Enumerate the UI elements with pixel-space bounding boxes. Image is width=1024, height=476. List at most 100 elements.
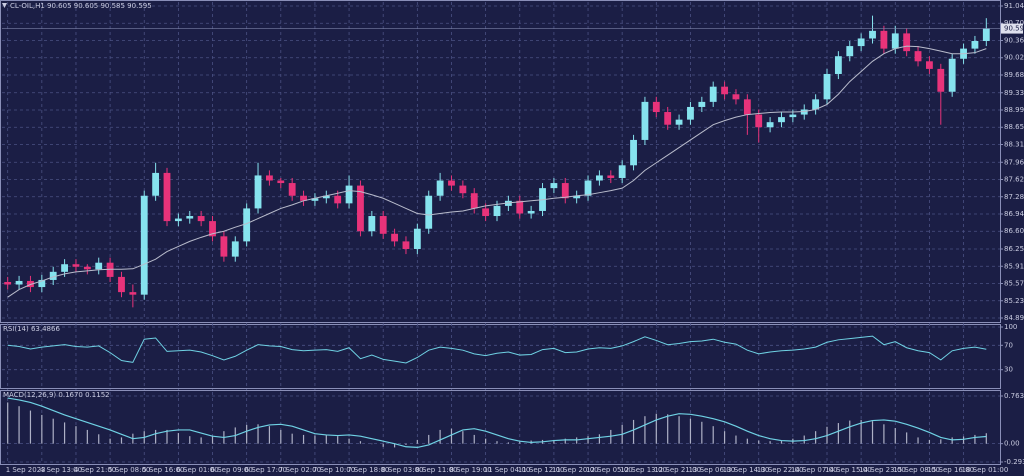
x-tick-label: 12 Sep 13:00 bbox=[620, 466, 667, 474]
x-tick-label: 15 Sep 16:00 bbox=[927, 466, 974, 474]
candle-body bbox=[186, 216, 194, 219]
y-tick-label: 87.280 bbox=[1004, 193, 1024, 201]
x-tick-label: 14 Sep 07:00 bbox=[791, 466, 838, 474]
y-tick-label: -0.2937 bbox=[1004, 458, 1024, 466]
candle-body bbox=[220, 236, 228, 257]
x-tick-label: 6 Sep 09:00 bbox=[211, 466, 253, 474]
candle-body bbox=[846, 46, 854, 57]
macd-bar bbox=[371, 443, 373, 445]
macd-bar bbox=[41, 414, 43, 444]
macd-bar bbox=[405, 443, 407, 445]
candle-body bbox=[334, 195, 342, 204]
candle-body bbox=[174, 218, 182, 222]
macd-bar bbox=[75, 426, 77, 444]
title-marker bbox=[2, 3, 7, 8]
x-tick-label: 7 Sep 18:00 bbox=[347, 466, 389, 474]
x-tick-label: 1 Sep 2023 bbox=[6, 466, 46, 474]
candle-body bbox=[857, 38, 865, 47]
candle-body bbox=[937, 68, 945, 92]
y-tick-label: 85.910 bbox=[1004, 262, 1024, 270]
candle-body bbox=[675, 119, 683, 125]
candle-body bbox=[379, 216, 387, 234]
y-tick-label: 85.570 bbox=[1004, 280, 1024, 288]
candle-body bbox=[448, 180, 455, 186]
x-tick-label: 7 Sep 10:00 bbox=[313, 466, 355, 474]
macd-bar bbox=[302, 434, 305, 444]
candle-body bbox=[880, 30, 888, 49]
macd-bar bbox=[837, 423, 839, 444]
candle-body bbox=[755, 114, 763, 128]
candle-body bbox=[95, 262, 103, 270]
candle-body bbox=[459, 185, 467, 194]
macd-bar bbox=[632, 419, 635, 444]
candle-body bbox=[357, 185, 364, 232]
macd-bar bbox=[519, 441, 521, 444]
candle-body bbox=[231, 241, 239, 257]
last-price-box bbox=[1001, 23, 1023, 34]
macd-bar bbox=[52, 418, 54, 444]
macd-bar bbox=[450, 428, 453, 444]
y-tick-label: 84.890 bbox=[1004, 314, 1024, 322]
macd-bar bbox=[689, 418, 692, 444]
macd-bar bbox=[780, 440, 783, 444]
macd-bar bbox=[416, 439, 418, 444]
y-tick-label: 88.650 bbox=[1004, 123, 1024, 131]
macd-bar bbox=[314, 435, 316, 444]
candle-body bbox=[470, 193, 478, 209]
macd-bar bbox=[155, 429, 157, 444]
macd-bar bbox=[746, 438, 748, 444]
price-frame bbox=[0, 0, 1001, 323]
candle-body bbox=[823, 73, 831, 100]
candle-body bbox=[402, 241, 410, 250]
macd-bar bbox=[268, 426, 271, 444]
last-price-label: 90.595 bbox=[1004, 25, 1024, 33]
macd-bar bbox=[246, 424, 248, 444]
macd-bar bbox=[166, 429, 168, 444]
y-tick-label: 87.620 bbox=[1004, 176, 1024, 184]
macd-frame bbox=[0, 390, 1001, 465]
macd-bar bbox=[655, 413, 657, 444]
macd-bar bbox=[962, 436, 965, 444]
macd-bar bbox=[439, 429, 441, 444]
y-tick-label: 87.960 bbox=[1004, 158, 1024, 166]
x-tick-label: 8 Sep 19:00 bbox=[449, 466, 491, 474]
panel-title: MACD(12,26,9) 0.1670 0.1152 bbox=[3, 391, 110, 399]
candle-body bbox=[891, 33, 899, 49]
macd-bar bbox=[359, 441, 362, 444]
macd-bar bbox=[940, 439, 942, 444]
y-tick-label: 89.680 bbox=[1004, 71, 1024, 79]
macd-bar bbox=[189, 436, 191, 444]
candle-body bbox=[504, 200, 512, 206]
x-tick-label: 12 Sep 05:00 bbox=[586, 466, 633, 474]
x-tick-label: 11 Sep 20:00 bbox=[552, 466, 599, 474]
candle-body bbox=[527, 210, 535, 214]
x-tick-label: 14 Sep 15:00 bbox=[825, 466, 872, 474]
x-tick-label: 13 Sep 06:00 bbox=[688, 466, 735, 474]
y-tick-label: 89.330 bbox=[1004, 89, 1024, 97]
x-tick-label: 5 Sep 08:00 bbox=[108, 466, 150, 474]
macd-bar bbox=[985, 433, 987, 444]
candle-body bbox=[368, 216, 376, 232]
macd-bar bbox=[803, 435, 805, 444]
candle-body bbox=[630, 139, 637, 166]
y-tick-label: 86.250 bbox=[1004, 245, 1024, 253]
y-tick-label: 88.990 bbox=[1004, 106, 1024, 114]
macd-bar bbox=[98, 434, 100, 444]
macd-bar bbox=[382, 443, 384, 447]
candle-body bbox=[766, 122, 774, 128]
macd-bar bbox=[63, 422, 66, 444]
x-tick-label: 8 Sep 03:00 bbox=[381, 466, 423, 474]
rsi-line bbox=[7, 335, 987, 364]
candle-body bbox=[493, 205, 501, 217]
y-tick-label: 30 bbox=[1004, 366, 1013, 374]
candle-body bbox=[413, 228, 421, 250]
x-tick-label: 13 Sep 14:00 bbox=[723, 466, 770, 474]
macd-bar bbox=[496, 441, 498, 444]
panel-title: CL-OIL,H1 90.605 90.605 90.585 90.595 bbox=[10, 2, 152, 10]
x-tick-label: 5 Sep 16:00 bbox=[142, 466, 184, 474]
macd-bar bbox=[18, 406, 20, 444]
macd-bar bbox=[917, 437, 919, 444]
